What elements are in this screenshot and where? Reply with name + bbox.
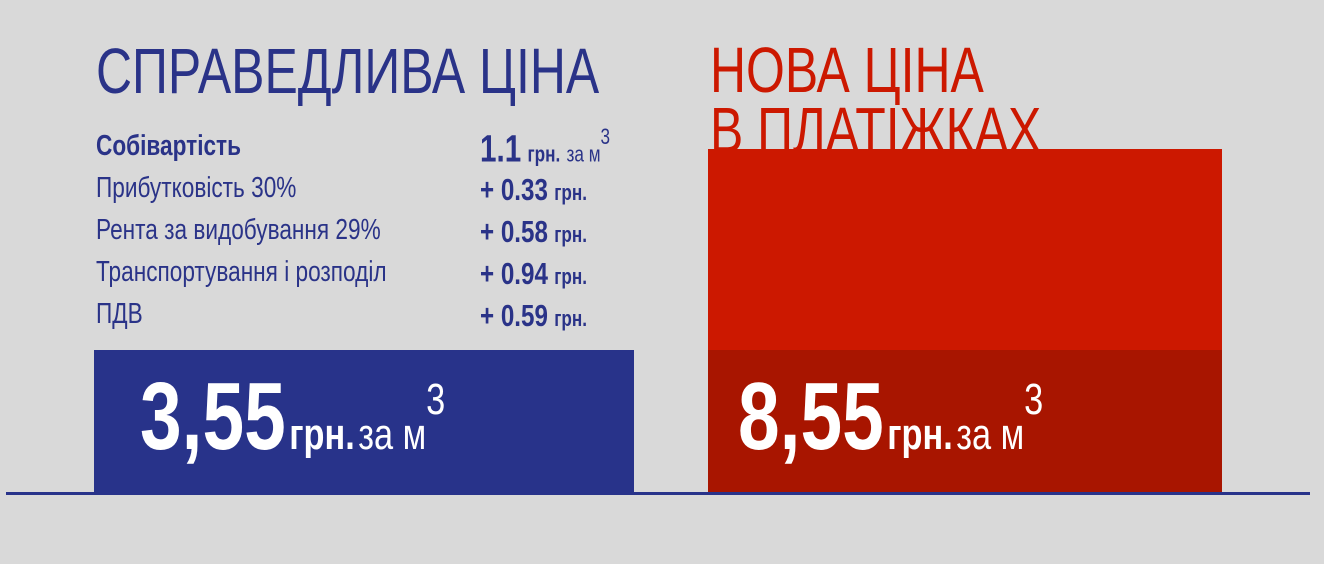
row-value: + 0.59 грн. (480, 298, 587, 333)
bar-new-price-label-band (708, 350, 1222, 493)
row-label: Прибутковість 30% (96, 172, 297, 204)
bar-fair-price (94, 350, 634, 493)
total-value: 3,55 (140, 363, 286, 470)
new-price-title: НОВА ЦІНА В ПЛАТІЖКАХ (710, 34, 1042, 166)
fair-price-total: 3,55 грн. за м3 (140, 363, 446, 470)
row-value: 1.1 грн. за м3 (480, 124, 611, 171)
total-value: 8,55 (738, 363, 884, 470)
row-label: Собівартість (96, 130, 242, 162)
row-value: + 0.58 грн. (480, 214, 587, 249)
row-label: Транспортування і розподіл (96, 256, 387, 288)
new-price-total: 8,55 грн. за м3 (738, 363, 1044, 470)
row-value: + 0.33 грн. (480, 172, 587, 207)
row-label: ПДВ (96, 298, 143, 330)
fair-price-title: СПРАВЕДЛИВА ЦІНА (96, 35, 600, 107)
baseline (6, 492, 1310, 495)
row-value: + 0.94 грн. (480, 256, 587, 291)
row-label: Рента за видобування 29% (96, 214, 381, 246)
